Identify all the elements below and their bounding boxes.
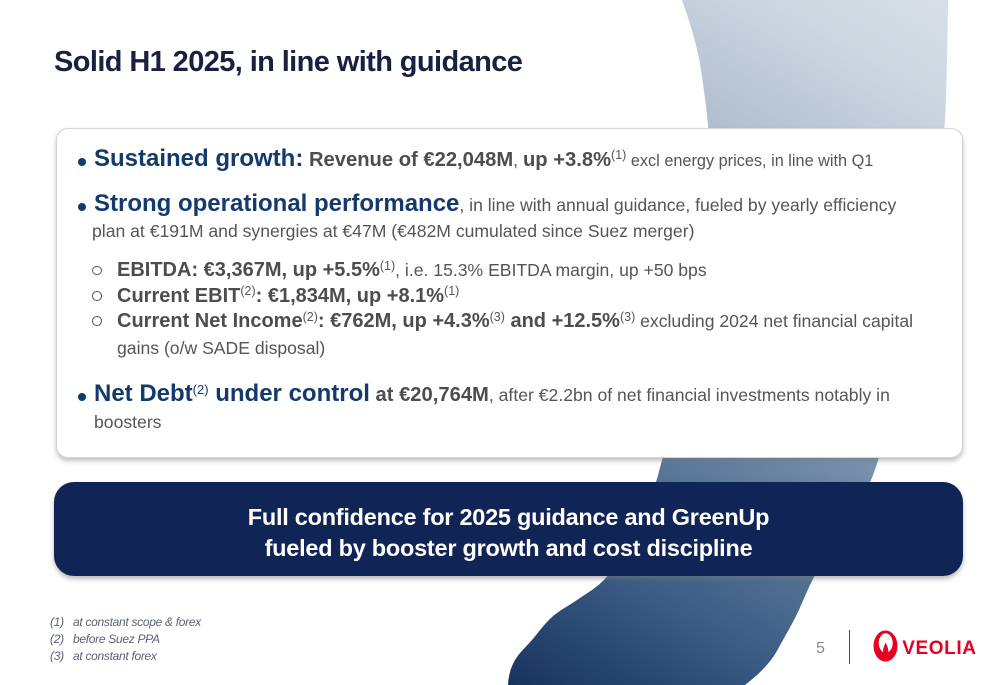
svg-text:VEOLIA: VEOLIA: [902, 638, 976, 659]
